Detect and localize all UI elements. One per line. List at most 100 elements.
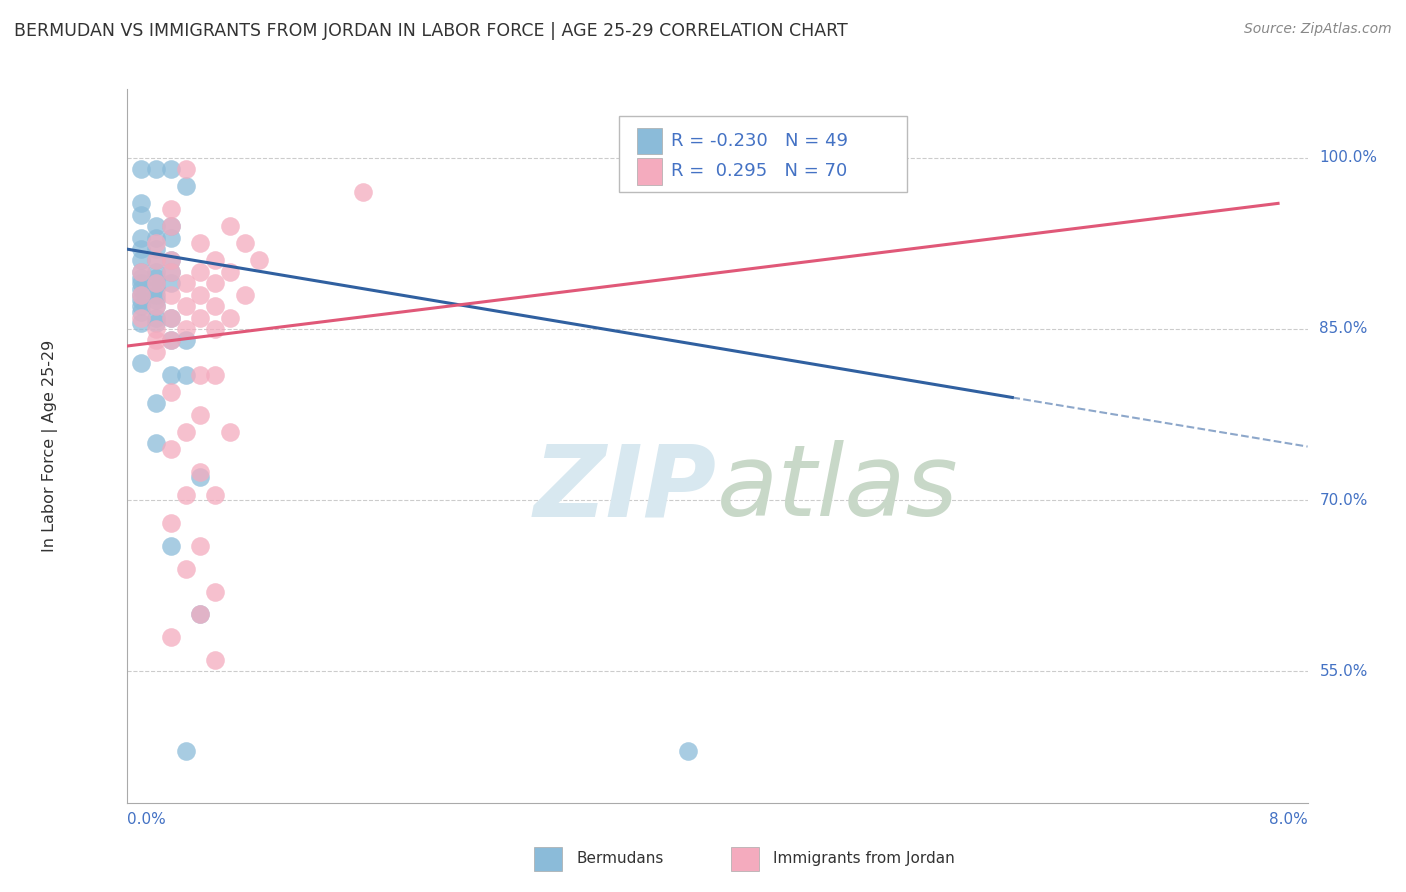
Text: ZIP: ZIP [534,441,717,537]
Point [160,265,183,279]
Point [233,236,256,251]
Point [174,744,197,758]
Point [174,334,197,348]
Point [160,630,183,644]
Point [160,230,183,244]
Point [174,179,197,194]
Point [145,242,167,256]
Text: 100.0%: 100.0% [1319,150,1378,165]
Point [129,310,153,325]
Text: atlas: atlas [717,441,959,537]
Text: In Labor Force | Age 25-29: In Labor Force | Age 25-29 [42,340,58,552]
Point [145,287,167,301]
Point [160,516,183,530]
Point [188,607,211,622]
Point [145,322,167,336]
Point [129,293,153,308]
Point [145,282,167,296]
Point [174,162,197,177]
Point [219,219,242,234]
Point [174,487,197,501]
Text: Source: ZipAtlas.com: Source: ZipAtlas.com [1244,22,1392,37]
Point [160,539,183,553]
Point [145,316,167,330]
Point [160,253,183,268]
Point [204,653,226,667]
Point [174,562,197,576]
Point [145,270,167,285]
Text: 70.0%: 70.0% [1319,492,1368,508]
Point [219,265,242,279]
Point [129,242,153,256]
Text: 0.0%: 0.0% [127,812,166,827]
Point [129,162,153,177]
Point [188,607,211,622]
Point [352,185,374,199]
Text: R = -0.230   N = 49: R = -0.230 N = 49 [671,132,848,150]
Point [188,310,211,325]
Point [160,442,183,456]
Point [129,230,153,244]
Point [188,470,211,484]
Point [129,265,153,279]
Point [204,584,226,599]
Point [160,265,183,279]
Point [204,487,226,501]
Point [160,384,183,399]
Point [188,265,211,279]
Point [160,310,183,325]
Text: Immigrants from Jordan: Immigrants from Jordan [773,852,955,866]
Text: R =  0.295   N = 70: R = 0.295 N = 70 [671,162,846,180]
Point [129,265,153,279]
Point [145,162,167,177]
Point [145,265,167,279]
Point [145,344,167,359]
Point [129,287,153,301]
Point [160,287,183,301]
Point [129,282,153,296]
Point [145,277,167,291]
Point [129,305,153,319]
Point [145,253,167,268]
Point [188,287,211,301]
Point [160,253,183,268]
Point [174,368,197,382]
Point [188,236,211,251]
Point [160,219,183,234]
Point [129,253,153,268]
Point [129,287,153,301]
Point [204,277,226,291]
Point [160,310,183,325]
Point [129,299,153,313]
Point [676,744,699,758]
Point [129,316,153,330]
Point [145,299,167,313]
Point [247,253,270,268]
Point [129,356,153,370]
Text: 8.0%: 8.0% [1268,812,1308,827]
Point [129,196,153,211]
Point [145,310,167,325]
Point [160,202,183,216]
Point [174,299,197,313]
Point [129,270,153,285]
Point [204,253,226,268]
Point [145,236,167,251]
Point [160,277,183,291]
Point [219,310,242,325]
Point [145,219,167,234]
Text: Bermudans: Bermudans [576,852,664,866]
Point [160,162,183,177]
Point [160,219,183,234]
Point [204,322,226,336]
Point [145,436,167,450]
Point [233,287,256,301]
Point [219,425,242,439]
Point [145,396,167,410]
Point [188,539,211,553]
Point [160,334,183,348]
Point [145,230,167,244]
Point [145,334,167,348]
Point [204,299,226,313]
Point [160,368,183,382]
